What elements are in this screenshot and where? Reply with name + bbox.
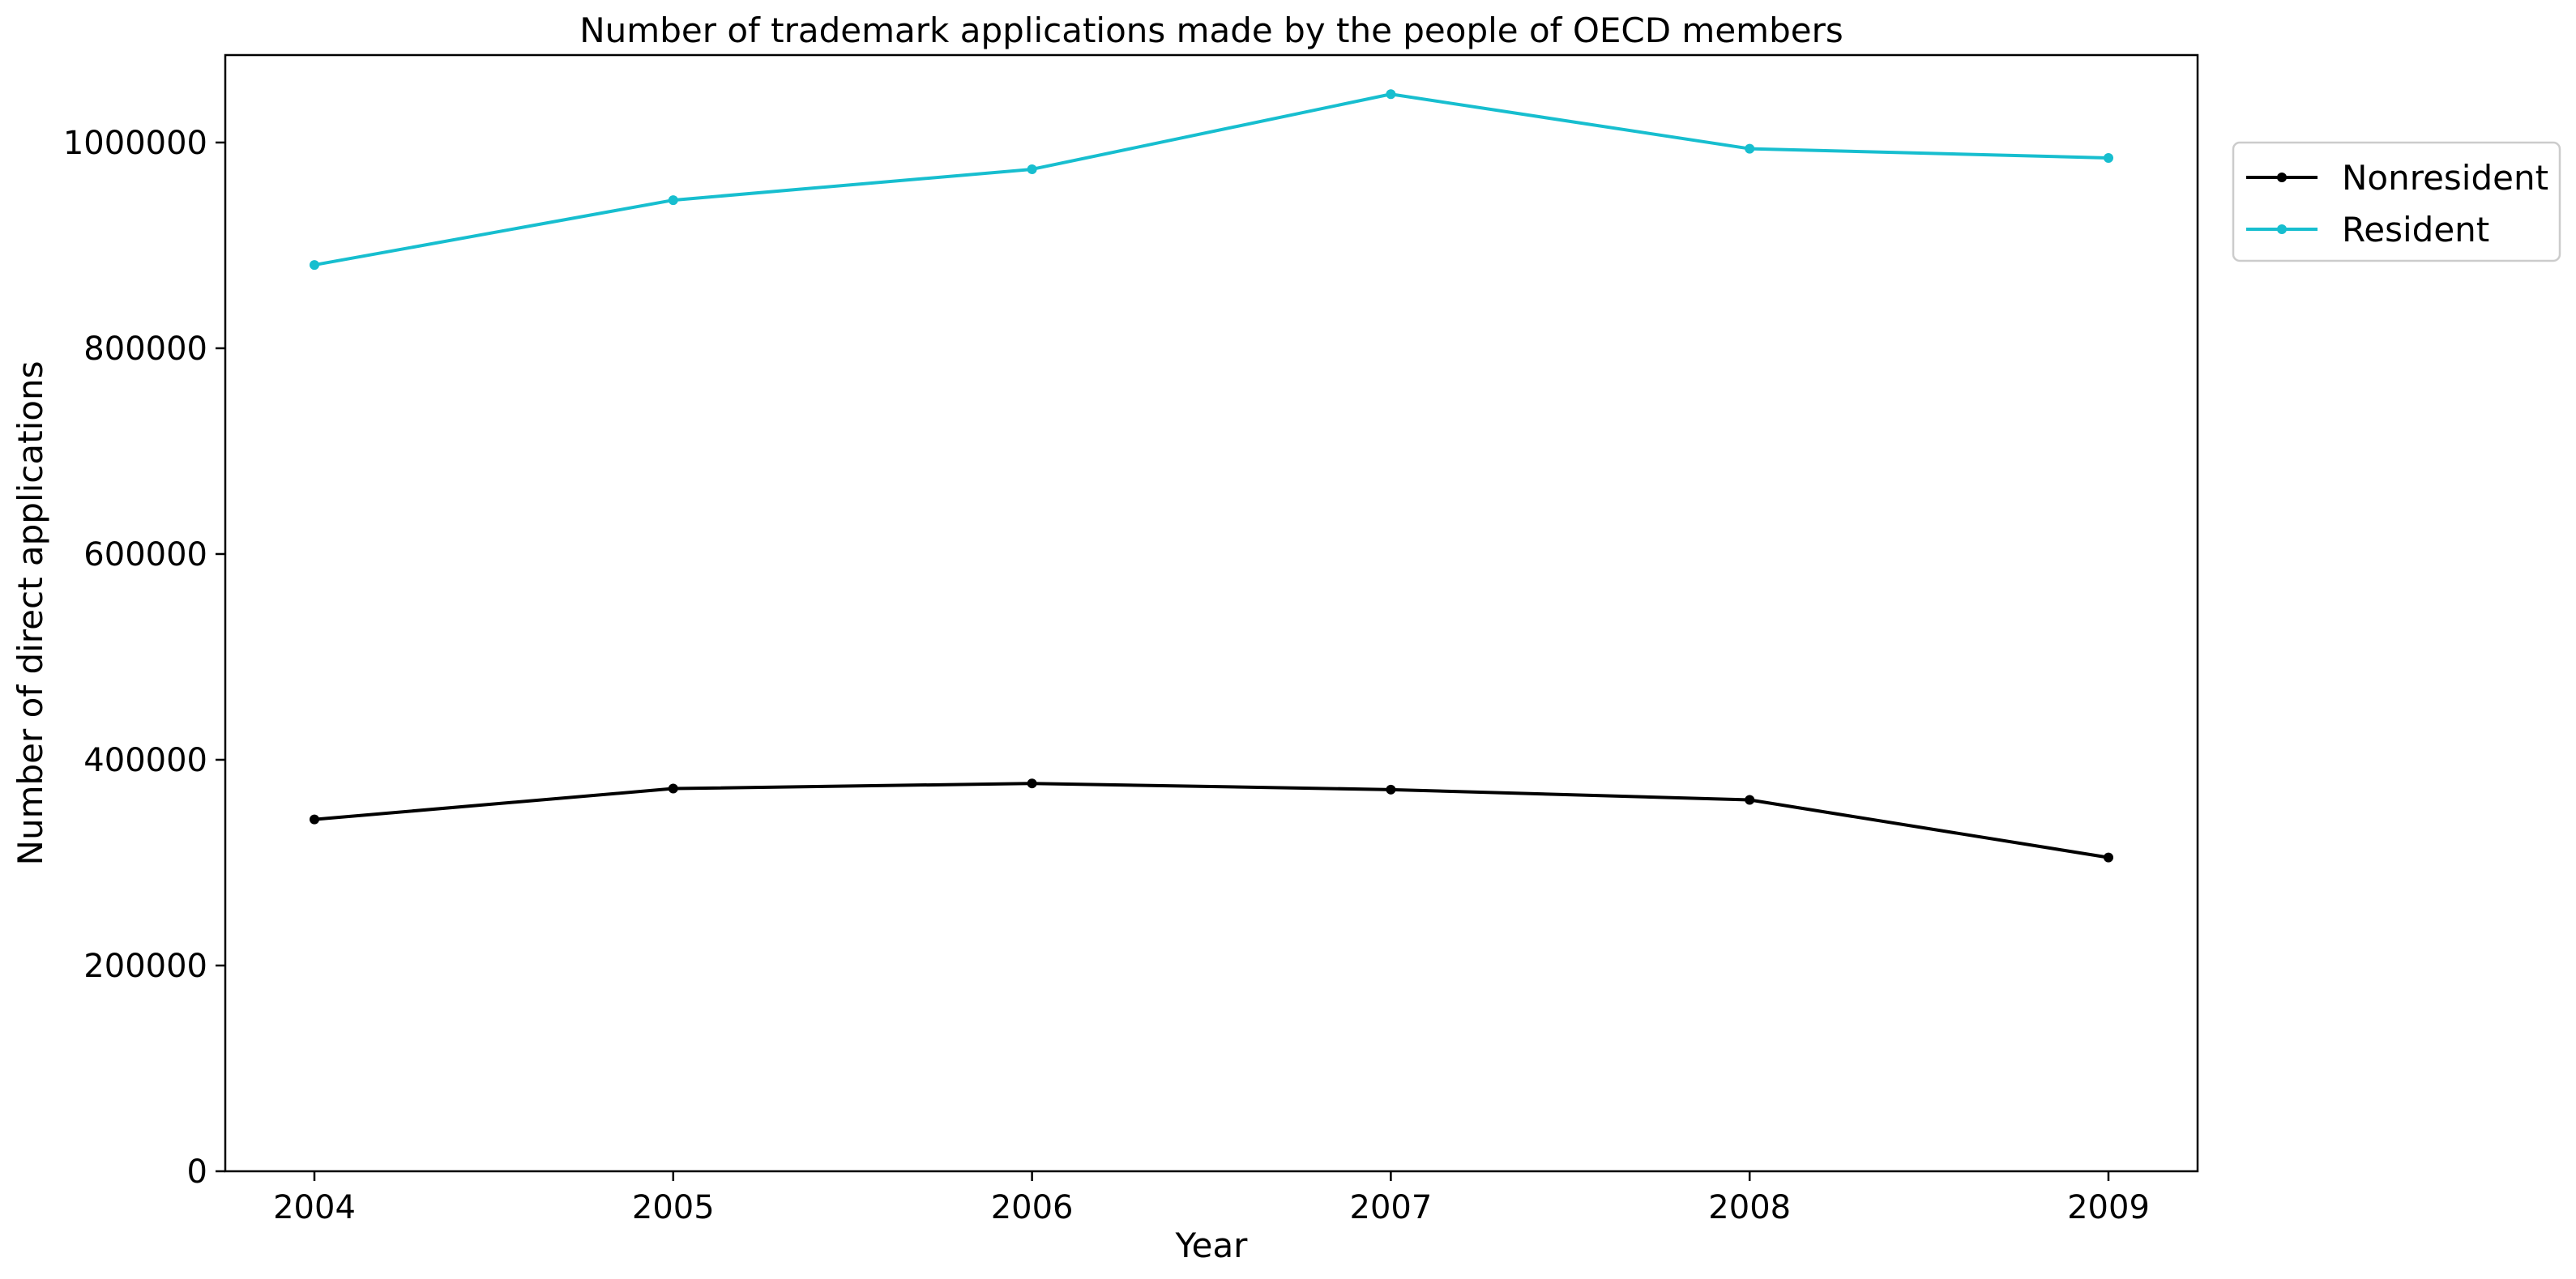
legend-swatch-marker (2277, 224, 2287, 234)
y-tick-label: 800000 (83, 330, 207, 368)
data-point-resident (1386, 89, 1396, 100)
x-tick-label: 2008 (1708, 1189, 1791, 1226)
plot-area (224, 53, 2199, 1173)
chart-title: Number of trademark applications made by… (579, 11, 1843, 50)
x-tick-label: 2007 (1350, 1189, 1433, 1226)
x-tick-label: 2004 (273, 1189, 356, 1226)
data-point-resident (310, 260, 319, 271)
series-line-resident (314, 92, 2109, 267)
legend-entry-nonresident: Nonresident (2246, 158, 2548, 198)
data-point-nonresident (1745, 795, 1755, 805)
y-tick-label: 0 (187, 1153, 207, 1191)
legend-entry-resident: Resident (2246, 210, 2489, 249)
x-tick-label: 2006 (991, 1189, 1074, 1226)
data-point-resident (1745, 143, 1755, 154)
data-point-nonresident (1386, 784, 1396, 795)
y-axis: 0 200000 400000 600000 800000 1000000 (63, 125, 225, 1191)
x-tick-label: 2009 (2067, 1189, 2150, 1226)
plot-frame (224, 53, 2199, 1173)
y-tick-label: 600000 (83, 536, 207, 573)
series-nonresident (310, 778, 2113, 863)
legend-box (2232, 141, 2561, 262)
legend-label: Resident (2342, 210, 2489, 249)
y-tick-label: 200000 (83, 948, 207, 985)
data-point-nonresident (1027, 778, 1037, 789)
y-tick-label: 1000000 (63, 125, 207, 162)
x-axis-title: Year (1175, 1226, 1249, 1265)
y-tick-label: 400000 (83, 742, 207, 779)
data-point-resident (1027, 164, 1037, 174)
legend: Nonresident Resident (2232, 141, 2561, 262)
data-point-nonresident (310, 814, 319, 825)
x-tick-label: 2005 (632, 1189, 715, 1226)
data-point-nonresident (668, 783, 678, 794)
series-resident (310, 89, 2113, 271)
data-point-nonresident (2104, 852, 2113, 863)
legend-swatch-marker (2277, 173, 2287, 182)
data-point-resident (668, 195, 678, 206)
y-axis-title: Number of direct applications (11, 361, 50, 866)
series-line-nonresident (314, 782, 2109, 859)
series-layer (310, 89, 2113, 863)
x-axis: 2004 2005 2006 2007 2008 2009 (273, 1171, 2150, 1226)
legend-label: Nonresident (2342, 158, 2548, 198)
data-point-resident (2104, 153, 2113, 164)
